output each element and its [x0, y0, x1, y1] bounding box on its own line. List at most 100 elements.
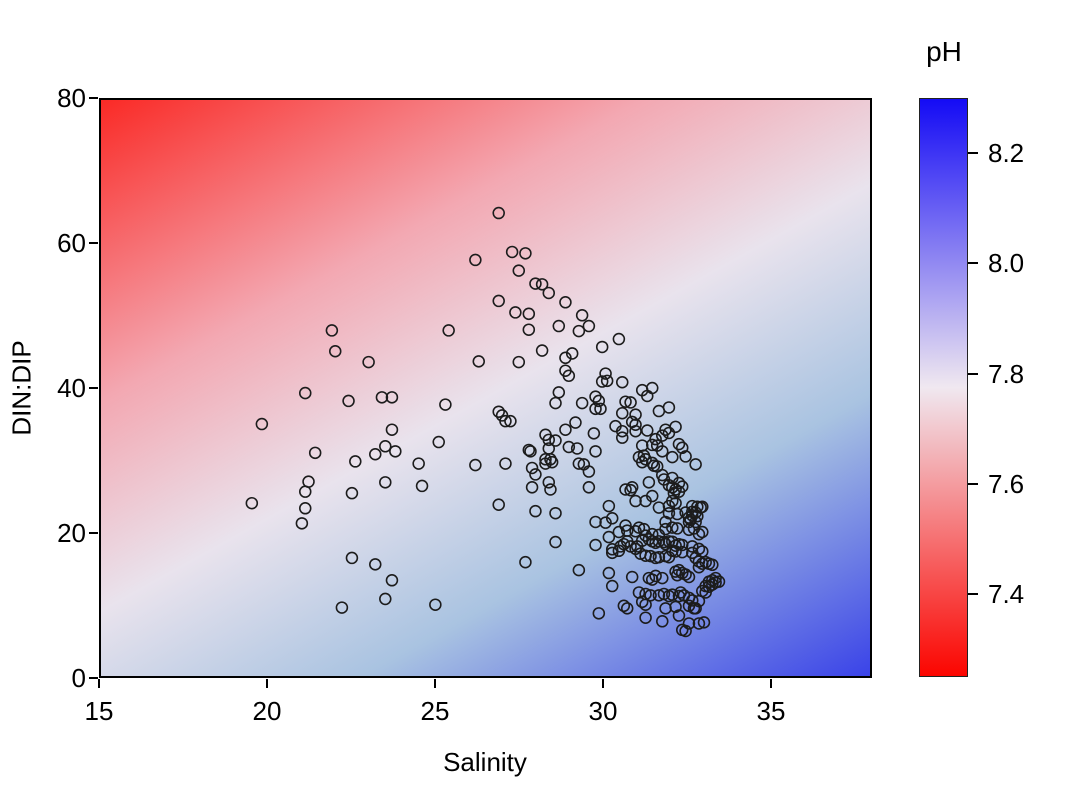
colorbar-tick-mark — [968, 483, 978, 485]
data-point — [552, 319, 566, 333]
data-point — [619, 395, 632, 408]
x-tick-label: 15 — [84, 696, 114, 726]
data-point — [549, 396, 562, 410]
data-point — [662, 426, 676, 440]
data-point — [602, 566, 616, 580]
data-point — [659, 602, 672, 615]
data-point — [699, 586, 712, 599]
data-point — [415, 479, 429, 493]
data-point — [385, 391, 399, 404]
data-point — [592, 607, 606, 620]
data-point — [559, 296, 572, 309]
data-point — [429, 598, 442, 611]
data-point — [432, 435, 445, 449]
data-point — [671, 522, 684, 535]
data-point — [499, 414, 512, 428]
y-axis-label: DIN:DIP — [6, 340, 37, 436]
data-point — [666, 481, 679, 494]
data-point — [645, 381, 659, 395]
data-point — [505, 245, 519, 259]
data-point — [617, 599, 631, 613]
data-point — [492, 294, 505, 308]
data-point — [642, 476, 656, 489]
data-point — [635, 595, 649, 609]
data-point — [671, 507, 684, 521]
data-point — [549, 434, 562, 447]
data-point — [342, 394, 355, 408]
data-point — [669, 420, 682, 434]
data-point — [644, 549, 657, 563]
colorbar-tick-mark — [968, 372, 978, 375]
colorbar-title: pH — [926, 36, 962, 67]
data-point — [652, 535, 666, 548]
data-point — [645, 438, 659, 452]
data-point — [509, 306, 522, 319]
data-point — [545, 455, 559, 469]
data-point — [369, 558, 382, 571]
colorbar-tick-label: 7.8 — [988, 358, 1025, 389]
data-point — [600, 374, 614, 388]
data-point — [529, 468, 542, 481]
data-point — [672, 437, 686, 451]
data-point — [375, 391, 389, 404]
data-point — [245, 496, 259, 510]
data-point — [255, 417, 269, 431]
data-point — [689, 515, 702, 529]
data-point — [492, 405, 505, 418]
x-tick-mark — [433, 679, 436, 688]
x-axis-label: Salinity — [443, 747, 527, 777]
data-point — [298, 485, 312, 498]
data-point — [539, 457, 552, 470]
data-point — [587, 427, 601, 440]
data-point — [572, 457, 586, 470]
data-point — [689, 458, 702, 471]
data-point — [712, 575, 726, 588]
data-point — [625, 481, 639, 494]
data-point — [669, 600, 682, 614]
data-point — [385, 574, 399, 587]
data-point — [524, 445, 537, 458]
plot-area — [99, 98, 872, 678]
data-point — [602, 499, 616, 513]
colorbar-tick-mark — [968, 152, 978, 155]
data-point — [542, 476, 556, 489]
data-point — [682, 570, 696, 584]
data-point — [682, 617, 696, 630]
y-tick-label: 40 — [57, 373, 86, 403]
data-point — [522, 307, 536, 321]
data-point — [672, 563, 686, 577]
data-point — [602, 530, 616, 544]
data-point — [589, 515, 602, 529]
data-point — [612, 332, 626, 346]
data-point — [671, 568, 684, 582]
data-point — [615, 424, 629, 438]
data-point — [472, 355, 486, 368]
data-point — [562, 369, 576, 383]
data-point — [594, 402, 607, 416]
data-point — [328, 344, 342, 358]
data-point — [692, 527, 706, 541]
data-point — [499, 457, 512, 470]
data-point — [298, 502, 312, 515]
data-point — [679, 568, 692, 581]
x-tick-mark — [98, 679, 100, 688]
data-point — [691, 509, 704, 523]
data-point — [442, 324, 455, 337]
data-point — [652, 589, 666, 602]
data-point — [641, 389, 654, 403]
data-point — [639, 453, 652, 466]
data-point — [535, 278, 549, 291]
data-point — [379, 592, 392, 606]
data-point — [635, 455, 649, 469]
colorbar-tick-label: 8.0 — [988, 248, 1025, 279]
data-point — [605, 512, 619, 525]
y-tick-label: 80 — [57, 83, 86, 113]
x-tick-mark — [769, 679, 772, 688]
data-point — [625, 570, 639, 584]
data-point — [656, 571, 669, 585]
data-point — [692, 594, 706, 608]
data-point — [632, 521, 646, 534]
data-point — [379, 476, 392, 489]
data-point — [619, 483, 632, 496]
data-point — [659, 522, 672, 536]
